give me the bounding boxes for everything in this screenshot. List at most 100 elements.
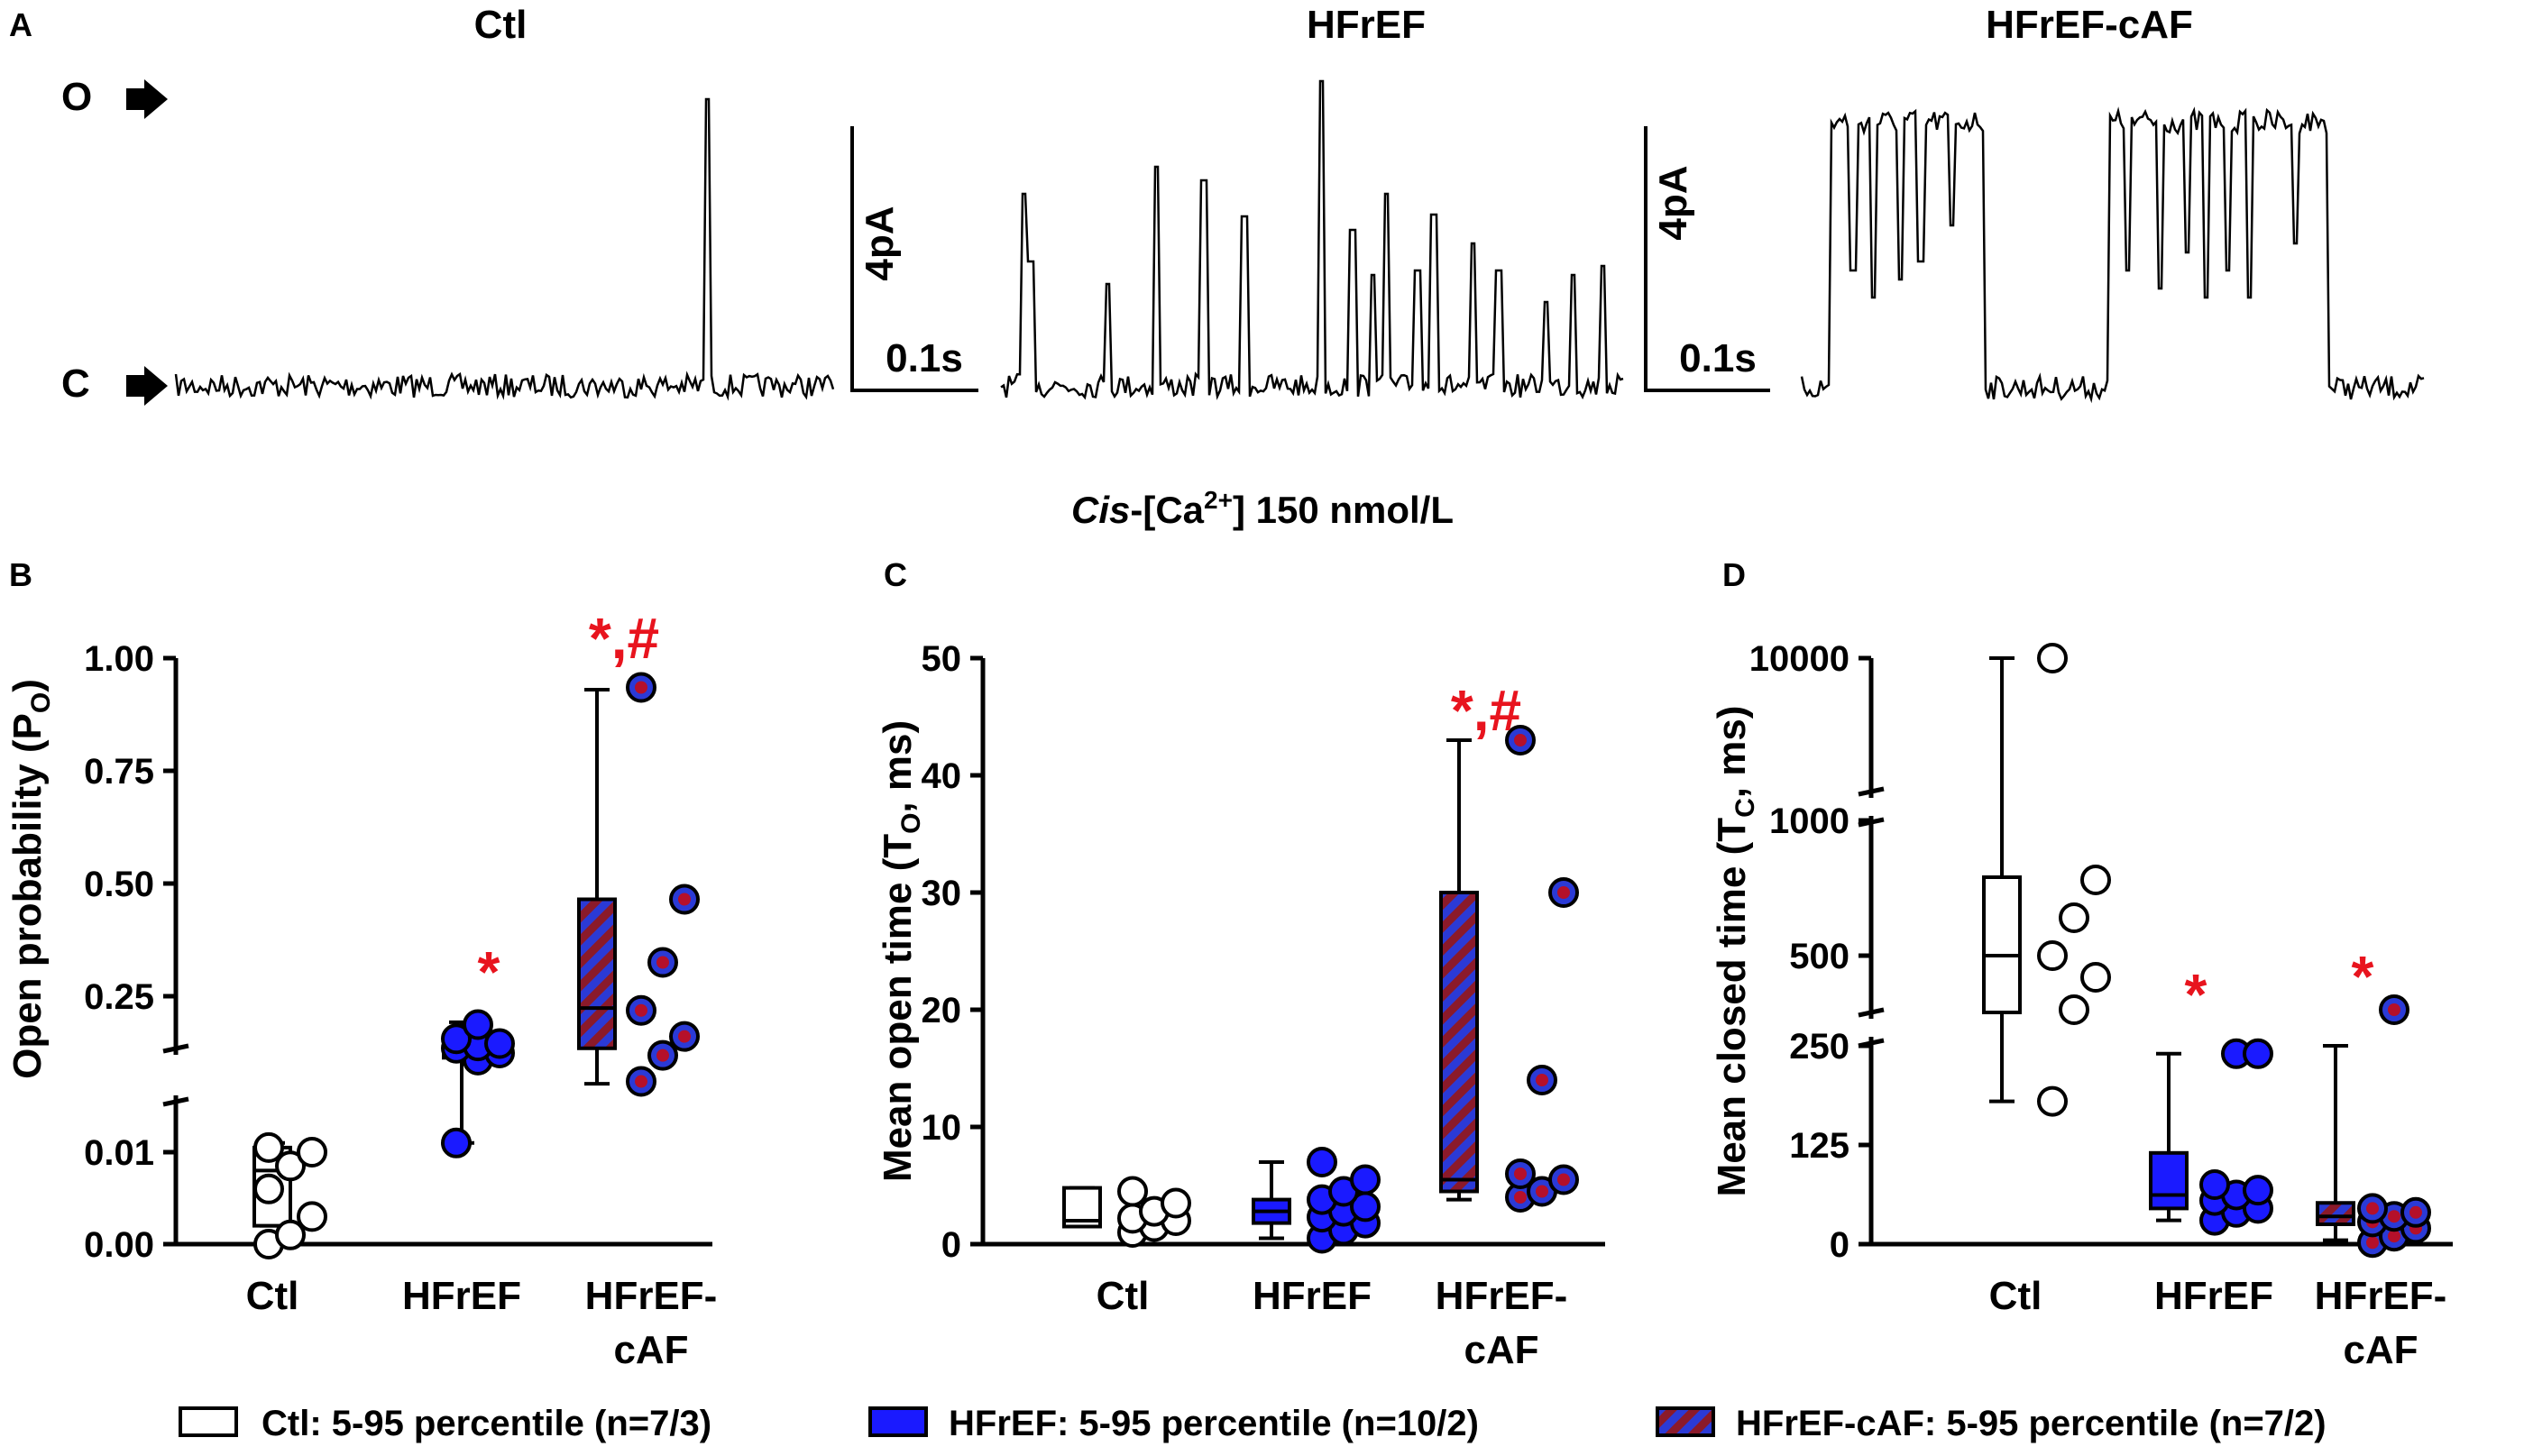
y-tick-label: 0.00 [84,1225,154,1265]
open-arrow-icon [126,79,168,119]
x-tick-label: HFrEF- [1436,1274,1568,1318]
data-point [2243,1175,2273,1206]
data-point-center [1557,886,1570,899]
data-point [1307,1147,1337,1177]
data-point [2059,994,2089,1025]
box-ctl [1982,656,2022,1103]
legend-swatch-hfref [868,1406,928,1437]
data-point-center [1514,1191,1527,1204]
x-tick-label: HFrEF [2154,1274,2273,1318]
box-hfref [1252,1160,1291,1241]
y-tick-label: 1000 [1769,801,1849,841]
data-point [2080,865,2111,895]
y-axis: 0 10 20 30 40 50 [922,639,986,1265]
x-tick-label: Ctl [1097,1274,1150,1318]
significance-marker: * [478,939,500,1004]
y-tick-label: 500 [1789,937,1849,976]
x-tick-label: HFrEF [402,1274,521,1318]
box [2149,1150,2189,1211]
trace-hfref [1000,79,1624,400]
condition-label-ctl: Ctl [474,3,528,47]
axis-break-mark [1858,786,1885,797]
panel-b-label: B [9,556,32,593]
legend-label: HFrEF-cAF: 5-95 percentile (n=7/2) [1736,1404,2327,1443]
calcium-main: -[Ca [1130,489,1204,531]
data-point [2199,1169,2230,1200]
box [2316,1201,2355,1226]
y-tick-label: 0 [1830,1225,1849,1265]
closed-arrow-icon [126,366,168,406]
axis-break-mark [162,1043,189,1054]
scale-current-label: 4pA [858,206,902,280]
open-level-label: O [61,75,92,119]
panel-a: A Ctl HFrEF HFrEF-cAF O C 4pA 0.1s 4pA 0… [9,3,2425,531]
scale-bar-1: 4pA 0.1s [850,126,978,392]
condition-label-hfref-caf: HFrEF-cAF [1986,3,2193,47]
data-point-center [678,893,691,906]
panel-a-label: A [9,6,32,43]
legend: Ctl: 5-95 percentile (n=7/3) HFrEF: 5-95… [179,1404,2327,1443]
data-point-center [678,1030,691,1043]
data-point [463,1009,493,1040]
legend-swatch-ctl [179,1406,238,1437]
y-tick-label: 0.50 [84,865,154,904]
legend-swatch-hfref-caf [1656,1406,1715,1437]
data-point [2037,940,2068,971]
data-point [253,1173,284,1204]
legend-item-ctl: Ctl: 5-95 percentile (n=7/3) [179,1404,711,1443]
data-point [275,1150,306,1182]
legend-label: Ctl: 5-95 percentile (n=7/3) [262,1404,711,1443]
y-axis-title: Mean closed time (TC, ms) [1710,706,1760,1197]
axis-break-mark [1858,1007,1885,1018]
data-point-center [1536,1074,1548,1086]
plot-area: *,# [1062,678,1579,1254]
x-tick-label: HFrEF- [585,1274,718,1318]
box-hfref-caf [1439,738,1479,1202]
y-tick-label: 125 [1789,1126,1849,1166]
data-point-center [2388,1230,2400,1243]
closed-level-label: C [61,362,90,406]
box [1439,891,1479,1194]
panel-d: D Mean closed time (TC, ms) 0 125 250 500 10… [1710,556,2453,1372]
box-hfref-caf [577,688,617,1086]
plot-area: * *,# [252,606,700,1259]
scale-time-label: 0.1s [1679,336,1757,380]
data-point-center [635,1003,647,1017]
y-tick-label: 10000 [1749,639,1849,679]
scale-current-label: 4pA [1651,165,1695,240]
data-point [1350,1164,1381,1195]
significance-marker: *,# [1451,678,1521,743]
y-tick-label: 20 [922,991,962,1030]
y-axis-title: Open probability (PO) [5,679,56,1079]
scale-bar-2: 4pA 0.1s [1644,126,1770,392]
box-hfref [2149,1051,2189,1222]
trace-ctl [174,97,835,401]
data-point-center [2409,1205,2422,1219]
x-tick-label: Ctl [246,1274,299,1318]
data-point-center [1557,1173,1570,1186]
y-tick-label: 50 [922,639,962,679]
calcium-italic: Cis [1071,489,1130,531]
data-point [1161,1187,1191,1219]
panel-d-label: D [1722,556,1746,593]
y-tick-label: 0.75 [84,752,154,792]
data-point [2080,962,2111,993]
calcium-end: ] 150 nmol/L [1233,489,1454,531]
data-point [2037,1085,2068,1117]
calcium-superscript: 2+ [1204,486,1233,514]
calcium-condition-label: Cis-[Ca2+] 150 nmol/L [1071,486,1454,531]
trace-hfref-caf [1800,106,2425,404]
data-point-center [1514,1168,1527,1180]
data-point [1117,1176,1148,1207]
box [1982,875,2022,1014]
data-point-center [2388,1210,2400,1223]
y-axis: 0.00 0.01 0.25 0.50 0.75 1.00 [84,639,189,1265]
legend-item-hfref: HFrEF: 5-95 percentile (n=10/2) [868,1404,1479,1443]
significance-marker: * [2352,944,2374,1009]
significance-marker: * [2185,962,2207,1027]
panel-c: C Mean open time (TO, ms) 0 10 20 30 40 50 *,… [876,556,1605,1372]
y-axis: 0 125 250 500 1000 10000 [1749,639,1885,1265]
y-axis-title: Mean open time (TO, ms) [876,720,926,1182]
data-point [297,1137,327,1168]
